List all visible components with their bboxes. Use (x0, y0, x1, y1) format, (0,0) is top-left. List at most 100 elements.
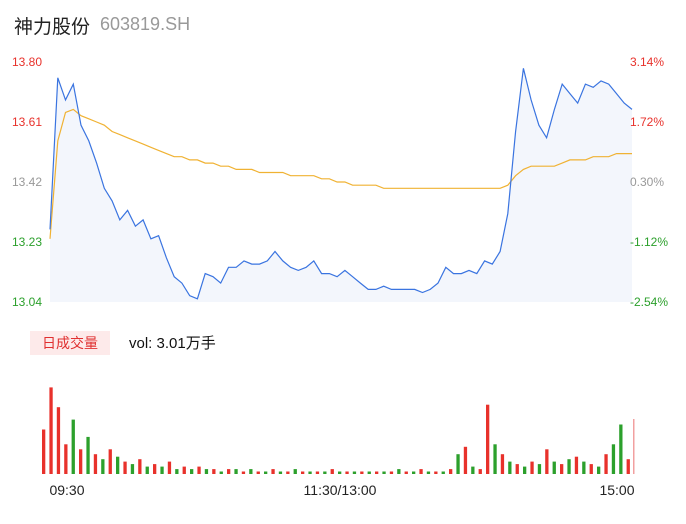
y-tick-left: 13.04 (12, 295, 42, 309)
volume-bar (71, 419, 75, 474)
volume-bar (619, 424, 623, 474)
volume-bar (523, 466, 527, 474)
volume-bar (49, 387, 53, 474)
volume-bar (367, 471, 371, 474)
y-tick-right: 1.72% (630, 115, 664, 129)
volume-bar (145, 466, 149, 474)
volume-bar (56, 407, 61, 474)
volume-bar (249, 469, 253, 474)
volume-bar (412, 471, 416, 474)
y-tick-right: 0.30% (630, 175, 664, 189)
volume-bar (434, 471, 438, 474)
volume-bar (197, 466, 201, 474)
volume-bar (449, 469, 453, 474)
volume-bar (508, 461, 512, 474)
volume-bar (545, 449, 549, 474)
volume-bar (138, 459, 142, 474)
y-tick-left: 13.23 (12, 235, 42, 249)
volume-bar (397, 469, 401, 474)
volume-bar (426, 471, 431, 474)
stock-name: 神力股份 (14, 17, 91, 38)
volume-bar (93, 454, 98, 474)
avg-price-line (49, 108, 632, 239)
volume-bar (42, 429, 46, 474)
stock-code: 603819.SH (100, 14, 191, 34)
volume-bar (552, 461, 556, 474)
volume-bar (441, 471, 445, 474)
volume-bar (463, 446, 468, 474)
volume-bar (190, 469, 194, 474)
volume-bar (375, 471, 379, 474)
volume-bar (160, 466, 164, 474)
volume-bar (79, 449, 83, 474)
volume-bar (219, 471, 223, 474)
volume-bar (419, 469, 423, 474)
volume-bar (278, 471, 283, 474)
volume-bar (323, 471, 327, 474)
volume-bar (589, 464, 593, 474)
volume-bar (212, 469, 216, 474)
volume-bar (264, 471, 268, 474)
volume-bar (241, 471, 246, 474)
volume-bar (301, 471, 305, 474)
volume-bar (182, 466, 186, 474)
volume-bar (256, 471, 260, 474)
volume-bar (352, 471, 357, 474)
volume-bar (582, 461, 586, 474)
volume-bar (574, 456, 579, 474)
y-tick-right: -2.54% (630, 295, 668, 309)
volume-bar (101, 459, 105, 474)
volume-bar (345, 471, 349, 474)
volume-bar (116, 456, 120, 474)
volume-bar (86, 436, 90, 474)
price-line (49, 68, 633, 300)
volume-bar (604, 454, 608, 474)
volume-bar (515, 464, 519, 474)
volume-bar (167, 461, 172, 474)
price-area (50, 68, 632, 302)
volume-bar (227, 469, 231, 474)
x-tick-label: 09:30 (49, 482, 84, 498)
volume-bar (108, 449, 112, 474)
volume-bar (530, 461, 534, 474)
x-tick-label: 15:00 (599, 482, 634, 498)
volume-badge[interactable]: 日成交量 (30, 331, 110, 355)
volume-bar (389, 471, 394, 474)
volume-bar (560, 464, 564, 474)
volume-bar (633, 419, 635, 474)
y-tick-left: 13.80 (12, 55, 42, 69)
volume-bar (404, 471, 408, 474)
volume-bar (308, 471, 312, 474)
volume-bar (234, 469, 238, 474)
volume-bar (611, 444, 616, 474)
volume-label: vol: 3.01万手 (129, 335, 216, 352)
volume-bar (286, 471, 290, 474)
y-tick-right: 3.14% (630, 55, 664, 69)
volume-bar (330, 469, 334, 474)
volume-bar (500, 454, 505, 474)
volume-bar (130, 464, 135, 474)
x-tick-label: 11:30/13:00 (304, 482, 377, 498)
volume-bar (626, 459, 630, 474)
volume-bar (486, 404, 490, 474)
volume-bar (567, 459, 571, 474)
volume-bar (597, 466, 601, 474)
volume-bar (175, 469, 179, 474)
y-tick-right: -1.12% (630, 235, 668, 249)
volume-bar (360, 471, 364, 474)
volume-bar (338, 471, 342, 474)
volume-bar (64, 444, 68, 474)
volume-bar (204, 469, 209, 474)
volume-bar (537, 464, 542, 474)
volume-bar (471, 466, 475, 474)
volume-bar (315, 471, 320, 474)
volume-bar (456, 454, 460, 474)
volume-bar (123, 461, 127, 474)
volume-bar (293, 469, 297, 474)
volume-bar (493, 444, 497, 474)
volume-bar (382, 471, 386, 474)
y-tick-left: 13.42 (12, 175, 42, 189)
volume-bar (271, 469, 275, 474)
volume-bar (153, 464, 157, 474)
